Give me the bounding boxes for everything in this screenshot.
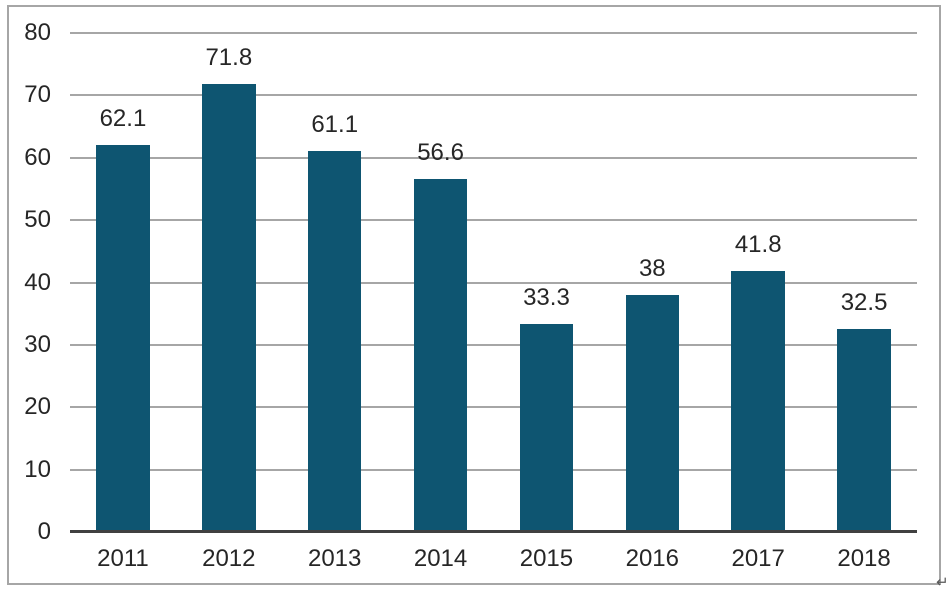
- bar: [519, 324, 574, 532]
- x-axis-tick-label: 2016: [625, 545, 679, 572]
- gridline: [70, 219, 917, 222]
- y-axis-tick-label: 10: [24, 455, 51, 483]
- x-axis-tick-label: 2011: [97, 545, 149, 572]
- x-axis-tick-label: 2015: [519, 545, 574, 572]
- bar: [202, 84, 256, 532]
- bar: [307, 150, 362, 532]
- gridline: [70, 156, 917, 159]
- bar-value-label: 71.8: [205, 44, 253, 72]
- bar: [731, 271, 785, 532]
- bar-value-label: 33.3: [523, 284, 570, 312]
- bar-value-label: 56.6: [417, 138, 464, 166]
- y-axis-tick-label: 70: [24, 81, 51, 109]
- y-axis-tick-label: 60: [24, 143, 51, 171]
- bar-value-label: 32.5: [840, 289, 888, 317]
- gridline: [70, 32, 917, 34]
- bar-value-label: 62.1: [99, 104, 147, 132]
- y-axis-tick-label: 50: [24, 206, 51, 234]
- bar: [625, 294, 680, 532]
- x-axis-tick-label: 2013: [307, 545, 362, 572]
- bar: [837, 329, 891, 532]
- x-axis-line: [70, 530, 917, 533]
- gridline: [70, 343, 917, 346]
- x-axis-tick-label: 2014: [413, 545, 468, 572]
- bar-value-label: 41.8: [734, 231, 782, 259]
- y-axis-tick-label: 0: [37, 518, 51, 545]
- bar: [413, 178, 468, 532]
- plot-area: 62.1 71.8 61.1 56.6 33.3 38 41.8 32.5: [70, 32, 917, 533]
- bar-value-label: 38: [638, 254, 666, 282]
- bar: [96, 144, 150, 532]
- gridline: [70, 281, 917, 284]
- gridline: [70, 406, 917, 409]
- gridline: [70, 468, 917, 471]
- x-axis-tick-label: 2018: [837, 545, 891, 572]
- paragraph-return-icon: ↵: [936, 574, 949, 591]
- x-axis-tick-label: 2017: [731, 545, 785, 572]
- y-axis-tick-label: 40: [24, 268, 51, 296]
- chart-border: [7, 5, 941, 585]
- y-axis-tick-label: 80: [24, 19, 51, 46]
- x-axis-tick-label: 2012: [202, 545, 256, 572]
- y-axis-tick-label: 30: [24, 330, 51, 358]
- gridline: [70, 94, 917, 97]
- y-axis-tick-label: 20: [24, 393, 51, 421]
- bar-value-label: 61.1: [311, 110, 359, 138]
